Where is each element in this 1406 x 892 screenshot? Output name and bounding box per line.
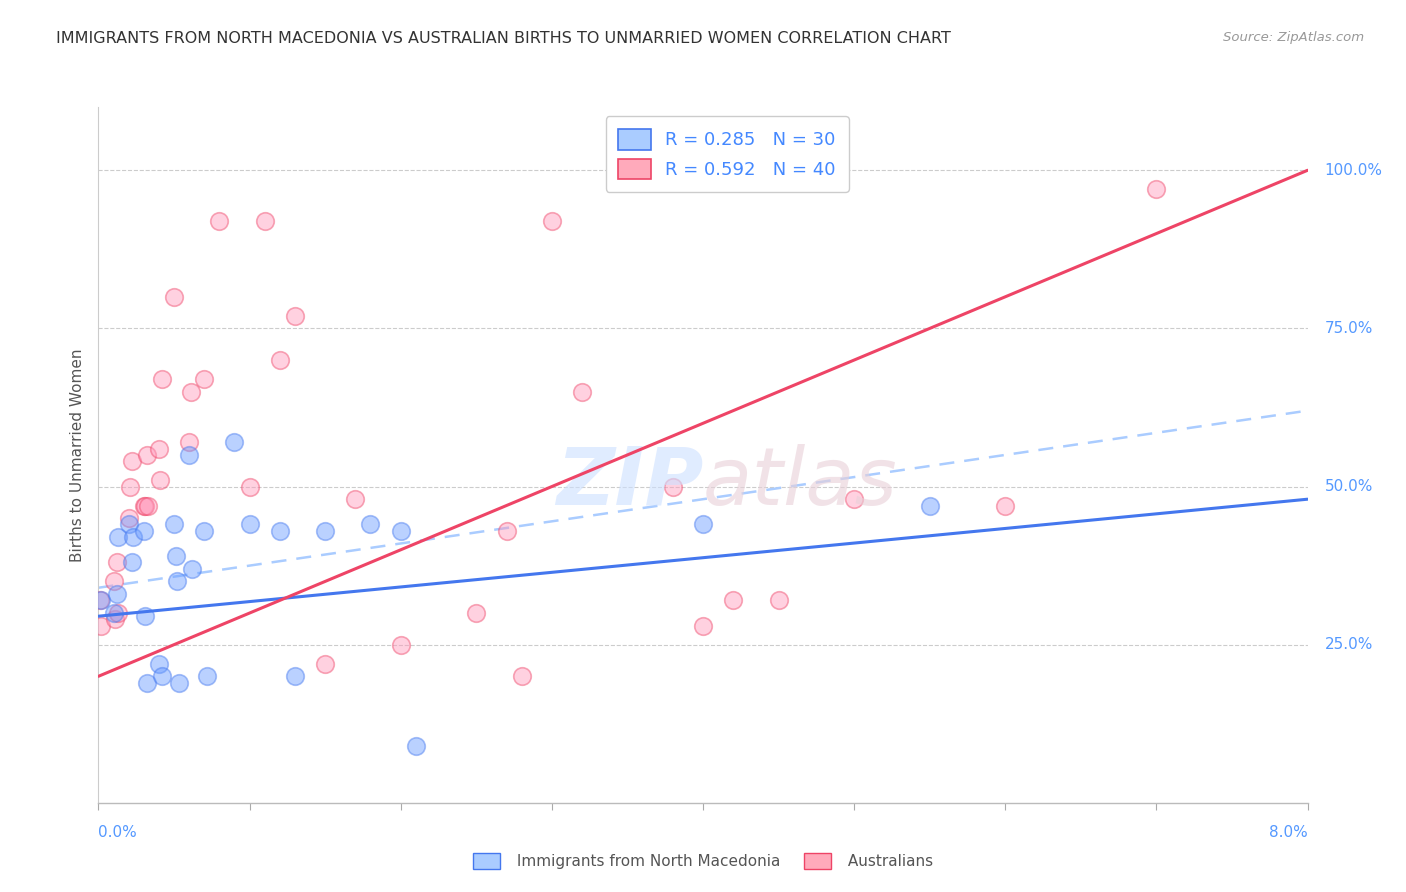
Point bbox=[193, 372, 215, 386]
Point bbox=[510, 669, 533, 683]
Point bbox=[768, 593, 790, 607]
Point bbox=[104, 612, 127, 626]
Text: ZIP: ZIP bbox=[555, 443, 703, 522]
Legend: R = 0.285   N = 30, R = 0.592   N = 40: R = 0.285 N = 30, R = 0.592 N = 40 bbox=[606, 116, 849, 192]
Point bbox=[167, 675, 190, 690]
Point bbox=[692, 618, 714, 632]
Text: 75.0%: 75.0% bbox=[1324, 321, 1372, 336]
Point bbox=[692, 517, 714, 532]
Text: 8.0%: 8.0% bbox=[1268, 825, 1308, 840]
Point bbox=[135, 448, 157, 462]
Point bbox=[224, 435, 246, 450]
Point bbox=[165, 549, 187, 563]
Point bbox=[918, 499, 941, 513]
Point bbox=[180, 384, 202, 399]
Point bbox=[166, 574, 188, 589]
Point bbox=[269, 353, 291, 368]
Point bbox=[149, 473, 172, 487]
Point bbox=[135, 675, 157, 690]
Point bbox=[90, 618, 112, 632]
Point bbox=[844, 492, 866, 507]
Point bbox=[105, 587, 128, 601]
Point bbox=[121, 556, 143, 570]
Text: atlas: atlas bbox=[703, 443, 898, 522]
Point bbox=[132, 499, 155, 513]
Point bbox=[269, 524, 291, 538]
Point bbox=[105, 556, 128, 570]
Point bbox=[103, 574, 125, 589]
Text: 100.0%: 100.0% bbox=[1324, 163, 1382, 178]
Point bbox=[134, 499, 156, 513]
Point bbox=[284, 669, 307, 683]
Point bbox=[193, 524, 215, 538]
Point bbox=[136, 499, 159, 513]
Point bbox=[120, 479, 142, 493]
Point bbox=[405, 739, 427, 753]
Point bbox=[121, 454, 143, 468]
Point bbox=[495, 524, 517, 538]
Text: Source: ZipAtlas.com: Source: ZipAtlas.com bbox=[1223, 31, 1364, 45]
Point bbox=[89, 593, 111, 607]
Point bbox=[118, 517, 141, 532]
Point bbox=[253, 214, 276, 228]
Text: IMMIGRANTS FROM NORTH MACEDONIA VS AUSTRALIAN BIRTHS TO UNMARRIED WOMEN CORRELAT: IMMIGRANTS FROM NORTH MACEDONIA VS AUSTR… bbox=[56, 31, 950, 46]
Point bbox=[540, 214, 562, 228]
Point bbox=[150, 669, 173, 683]
Point bbox=[134, 609, 156, 624]
Point bbox=[118, 511, 141, 525]
Point bbox=[122, 530, 145, 544]
Point bbox=[107, 530, 129, 544]
Point bbox=[90, 593, 112, 607]
Point bbox=[344, 492, 367, 507]
Point bbox=[571, 384, 593, 399]
Point bbox=[148, 657, 170, 671]
Point bbox=[239, 479, 262, 493]
Point bbox=[195, 669, 218, 683]
Point bbox=[359, 517, 381, 532]
Point bbox=[148, 442, 170, 456]
Point bbox=[150, 372, 173, 386]
Legend:  Immigrants from North Macedonia,  Australians: Immigrants from North Macedonia, Austral… bbox=[467, 847, 939, 875]
Point bbox=[994, 499, 1017, 513]
Point bbox=[661, 479, 683, 493]
Point bbox=[163, 517, 186, 532]
Point bbox=[389, 524, 412, 538]
Point bbox=[163, 290, 186, 304]
Point bbox=[314, 524, 336, 538]
Point bbox=[239, 517, 262, 532]
Point bbox=[284, 309, 307, 323]
Text: 0.0%: 0.0% bbox=[98, 825, 138, 840]
Point bbox=[465, 606, 488, 620]
Point bbox=[314, 657, 336, 671]
Text: 50.0%: 50.0% bbox=[1324, 479, 1372, 494]
Point bbox=[208, 214, 231, 228]
Point bbox=[389, 638, 412, 652]
Y-axis label: Births to Unmarried Women: Births to Unmarried Women bbox=[69, 348, 84, 562]
Point bbox=[723, 593, 745, 607]
Point bbox=[181, 562, 204, 576]
Point bbox=[132, 524, 155, 538]
Point bbox=[107, 606, 129, 620]
Point bbox=[179, 448, 201, 462]
Point bbox=[1144, 182, 1167, 196]
Point bbox=[179, 435, 201, 450]
Point bbox=[103, 606, 125, 620]
Text: 25.0%: 25.0% bbox=[1324, 637, 1372, 652]
